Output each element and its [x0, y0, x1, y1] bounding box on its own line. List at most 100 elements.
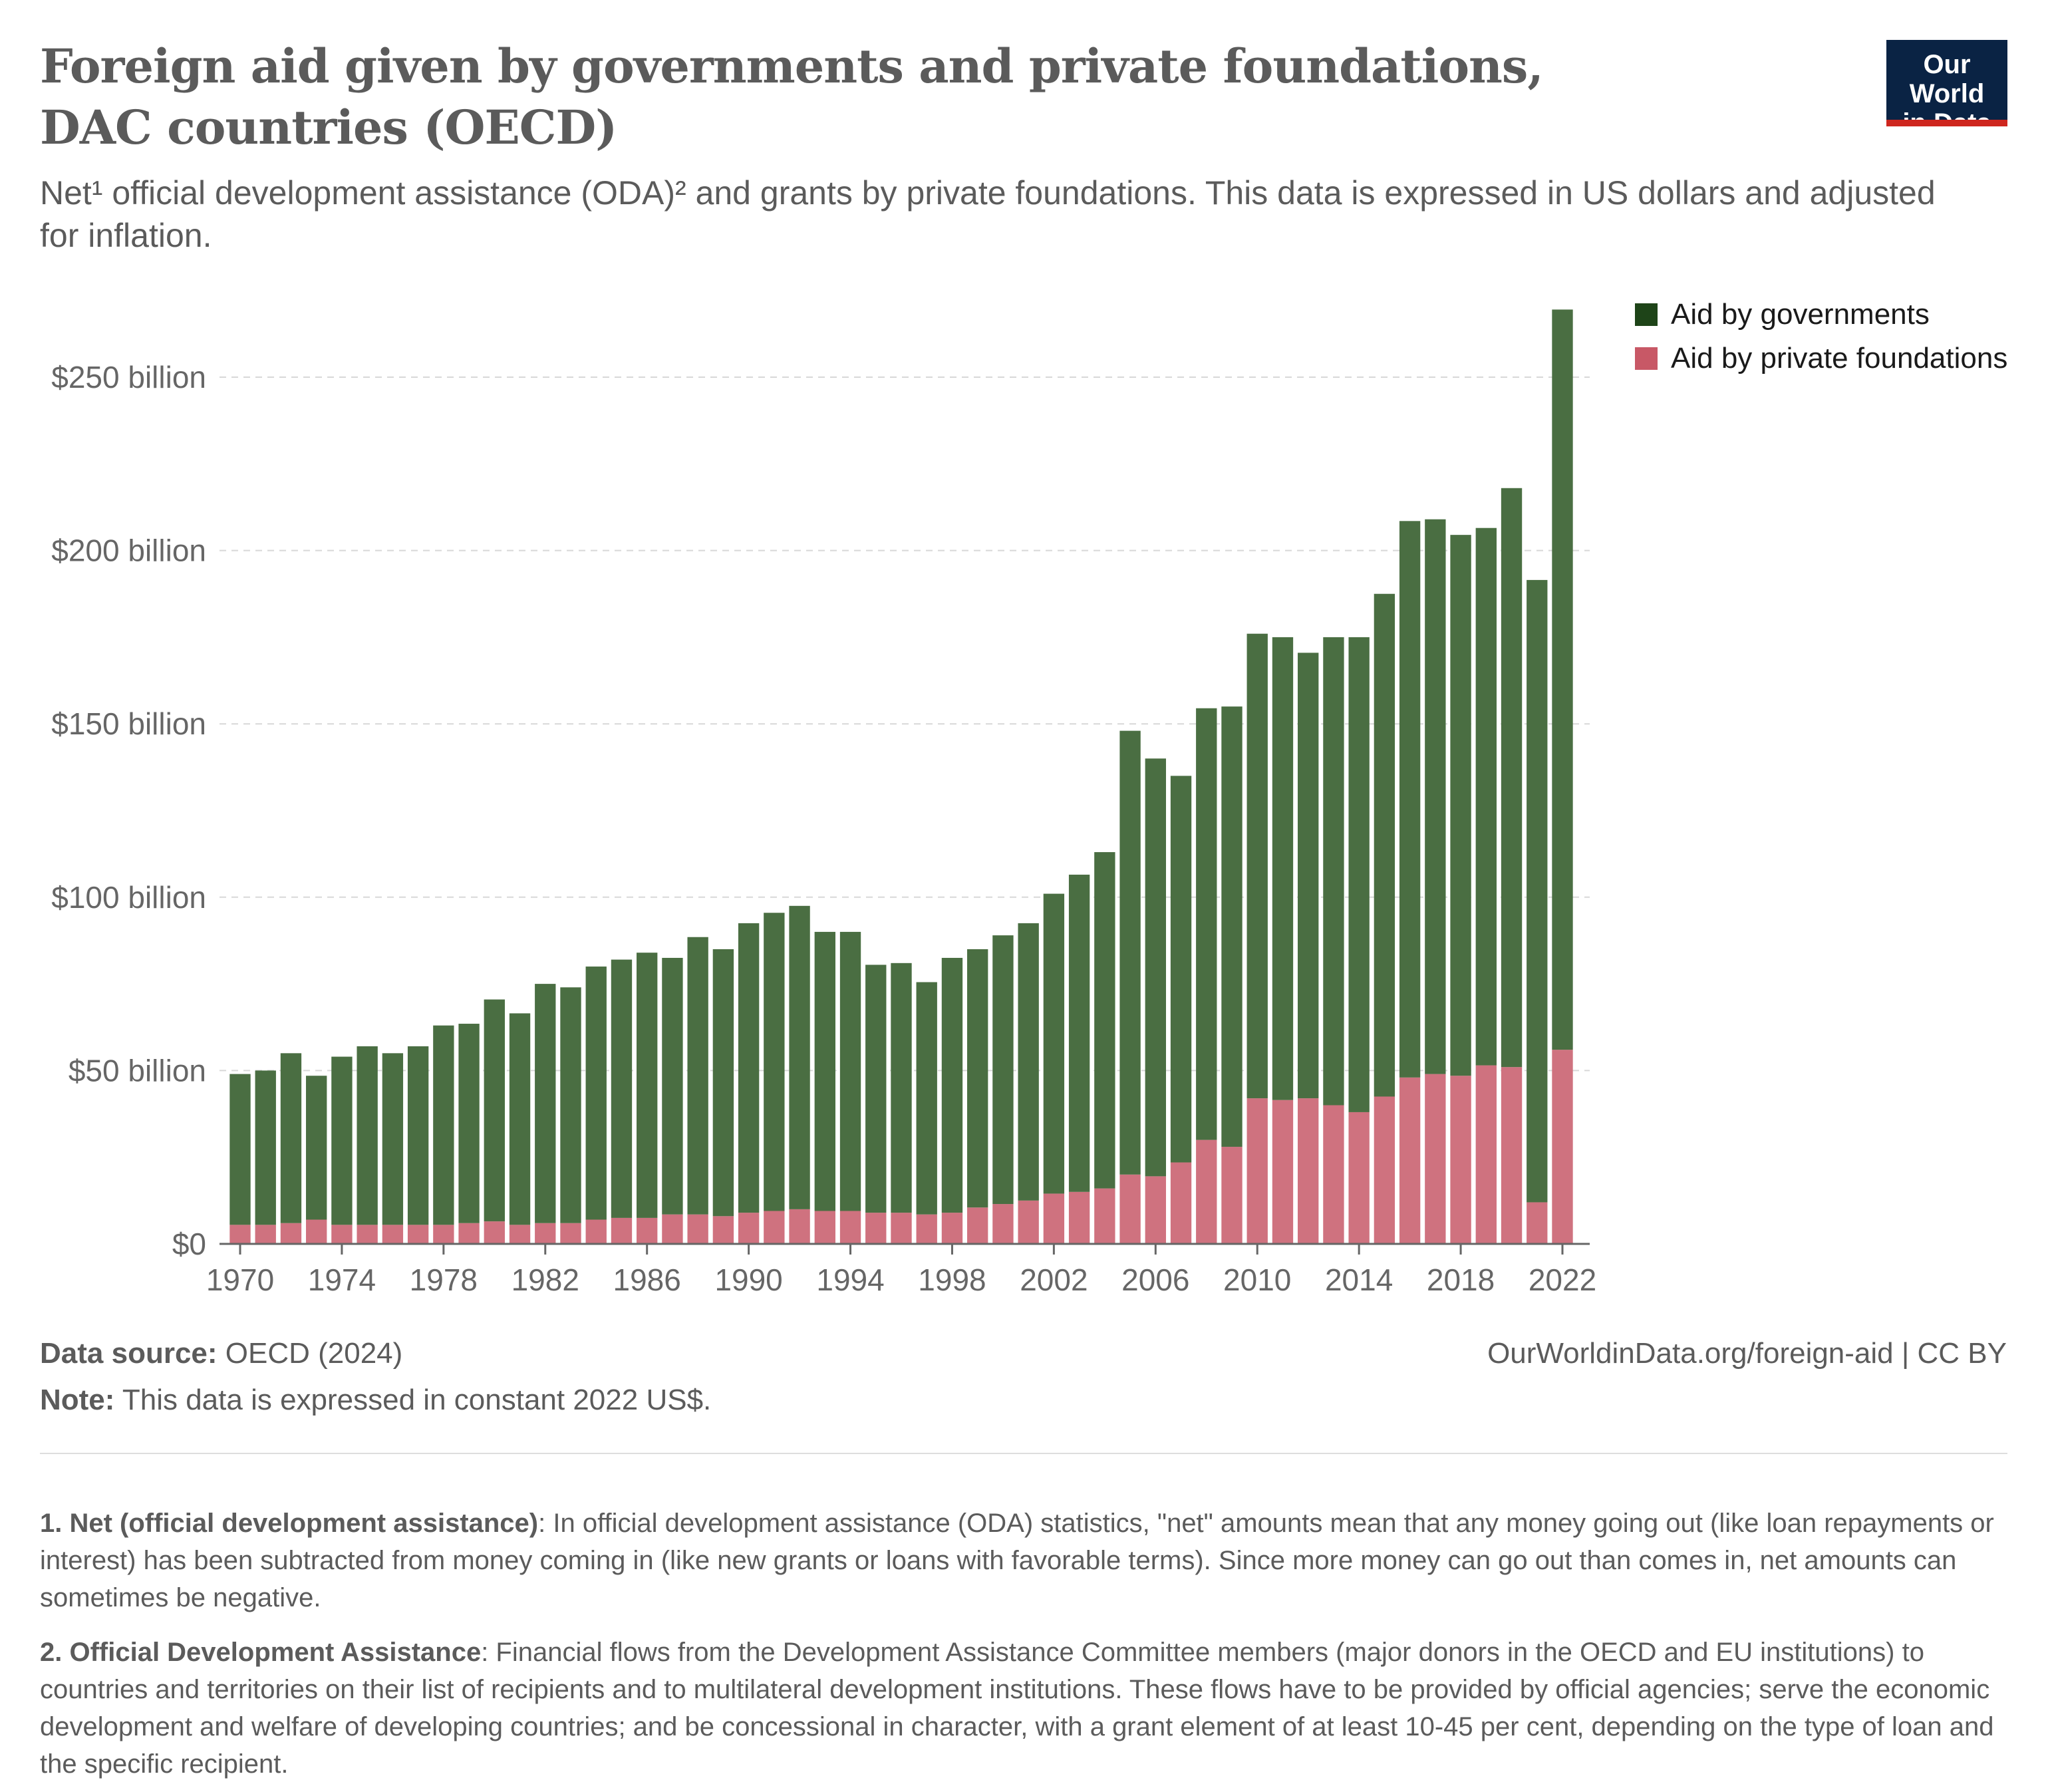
- bar-foundations: [484, 1221, 505, 1244]
- bar-foundations: [560, 1223, 581, 1244]
- legend-label-governments: Aid by governments: [1671, 298, 1930, 331]
- bar-foundations: [611, 1217, 633, 1244]
- bar-foundations: [306, 1219, 327, 1244]
- bar-governments: [1119, 730, 1141, 1175]
- bar-foundations: [1425, 1074, 1446, 1244]
- y-tick-label: $50 billion: [69, 1053, 206, 1088]
- bar-foundations: [891, 1213, 912, 1244]
- x-tick-label: 1978: [410, 1263, 478, 1297]
- bar-governments: [357, 1046, 378, 1225]
- x-tick-label: 1990: [714, 1263, 782, 1297]
- bar-foundations: [916, 1214, 937, 1244]
- x-tick-label: 2010: [1223, 1263, 1291, 1297]
- bar-governments: [941, 958, 963, 1213]
- bar-governments: [967, 949, 988, 1208]
- footnote-2: 2. Official Development Assistance: Fina…: [40, 1634, 1995, 1783]
- footer-source-block: Data source: OECD (2024) Note: This data…: [40, 1330, 711, 1423]
- bar-foundations: [1170, 1162, 1192, 1244]
- bar-foundations: [839, 1211, 861, 1244]
- bar-foundations: [1221, 1147, 1243, 1244]
- bar-governments: [1552, 309, 1573, 1050]
- bars: [229, 309, 1573, 1244]
- x-axis-tick-labels: 1970 1974 1978 1982 1986 1990 1994 1998 2002 2006…: [206, 1244, 1596, 1297]
- bar-governments: [865, 965, 887, 1213]
- footnote-1-label: 1. Net (official development assistance): [40, 1509, 539, 1538]
- legend-swatch-foundations: [1635, 347, 1658, 370]
- bar-governments: [1170, 776, 1192, 1163]
- bar-governments: [789, 905, 810, 1209]
- bar-foundations: [1399, 1077, 1421, 1244]
- bar-governments: [839, 931, 861, 1211]
- bar-governments: [1450, 535, 1471, 1076]
- x-tick-label: 1982: [512, 1263, 579, 1297]
- bar-governments: [407, 1046, 429, 1225]
- bar-governments: [738, 923, 760, 1213]
- y-tick-label: $250 billion: [51, 360, 206, 394]
- bar-governments: [1246, 633, 1268, 1099]
- bar-foundations: [382, 1225, 404, 1244]
- x-tick-label: 1970: [206, 1263, 274, 1297]
- legend-item-foundations[interactable]: Aid by private foundations: [1635, 337, 2007, 380]
- bar-foundations: [992, 1204, 1014, 1244]
- x-tick-label: 2014: [1325, 1263, 1393, 1297]
- bar-foundations: [1119, 1174, 1141, 1244]
- bar-foundations: [1018, 1200, 1039, 1244]
- bar-foundations: [1068, 1191, 1090, 1244]
- bar-governments: [1348, 637, 1370, 1112]
- bar-governments: [1323, 637, 1344, 1106]
- note-line: Note: This data is expressed in constant…: [40, 1377, 711, 1423]
- bar-foundations: [255, 1225, 276, 1244]
- footnote-1: 1. Net (official development assistance)…: [40, 1505, 1995, 1616]
- bar-governments: [1475, 527, 1497, 1066]
- bar-governments: [611, 959, 633, 1218]
- owid-logo[interactable]: Our World in Data: [1886, 40, 2007, 138]
- bar-governments: [382, 1053, 404, 1225]
- stacked-bar-chart: $0 $50 billion $100 billion $150 billion $20…: [51, 309, 1596, 1297]
- bar-foundations: [1272, 1100, 1294, 1244]
- x-tick-label: 1974: [308, 1263, 376, 1297]
- bar-governments: [814, 931, 835, 1211]
- bar-governments: [637, 953, 658, 1218]
- bar-foundations: [1348, 1112, 1370, 1244]
- source-url-link[interactable]: OurWorldinData.org/foreign-aid | CC BY: [1487, 1337, 2007, 1370]
- bar-foundations: [407, 1225, 429, 1244]
- chart-subtitle: Net¹ official development assistance (OD…: [40, 174, 1936, 254]
- bar-governments: [1196, 708, 1217, 1140]
- bar-governments: [229, 1074, 251, 1225]
- bar-foundations: [941, 1213, 963, 1244]
- footnote-2-label: 2. Official Development Assistance: [40, 1638, 482, 1667]
- bar-foundations: [509, 1225, 531, 1244]
- data-source-value: OECD (2024): [217, 1337, 403, 1370]
- x-tick-label: 2006: [1121, 1263, 1189, 1297]
- y-tick-label: $150 billion: [51, 706, 206, 741]
- bar-governments: [916, 982, 937, 1215]
- y-tick-label: $200 billion: [51, 533, 206, 568]
- bar-foundations: [357, 1225, 378, 1244]
- bar-governments: [1425, 519, 1446, 1074]
- bar-foundations: [637, 1217, 658, 1244]
- bar-governments: [585, 967, 607, 1220]
- bar-governments: [712, 949, 734, 1217]
- x-tick-label: 1986: [613, 1263, 681, 1297]
- bar-foundations: [1374, 1096, 1395, 1244]
- bar-governments: [1068, 874, 1090, 1192]
- legend-label-foundations: Aid by private foundations: [1671, 342, 2008, 374]
- bar-governments: [662, 958, 683, 1215]
- bar-foundations: [1527, 1202, 1548, 1244]
- bar-governments: [1298, 653, 1319, 1099]
- legend-swatch-governments: [1635, 303, 1658, 326]
- bar-foundations: [331, 1225, 353, 1244]
- bar-governments: [535, 984, 556, 1223]
- bar-foundations: [712, 1216, 734, 1244]
- bar-foundations: [1501, 1067, 1523, 1244]
- bar-governments: [458, 1024, 480, 1223]
- bar-foundations: [1246, 1098, 1268, 1244]
- bar-foundations: [814, 1211, 835, 1244]
- x-tick-label: 1994: [816, 1263, 884, 1297]
- x-tick-label: 1998: [918, 1263, 986, 1297]
- legend-item-governments[interactable]: Aid by governments: [1635, 293, 2007, 337]
- bar-governments: [1094, 852, 1115, 1189]
- bar-foundations: [280, 1223, 302, 1244]
- bar-governments: [1145, 758, 1166, 1177]
- bar-foundations: [1298, 1098, 1319, 1244]
